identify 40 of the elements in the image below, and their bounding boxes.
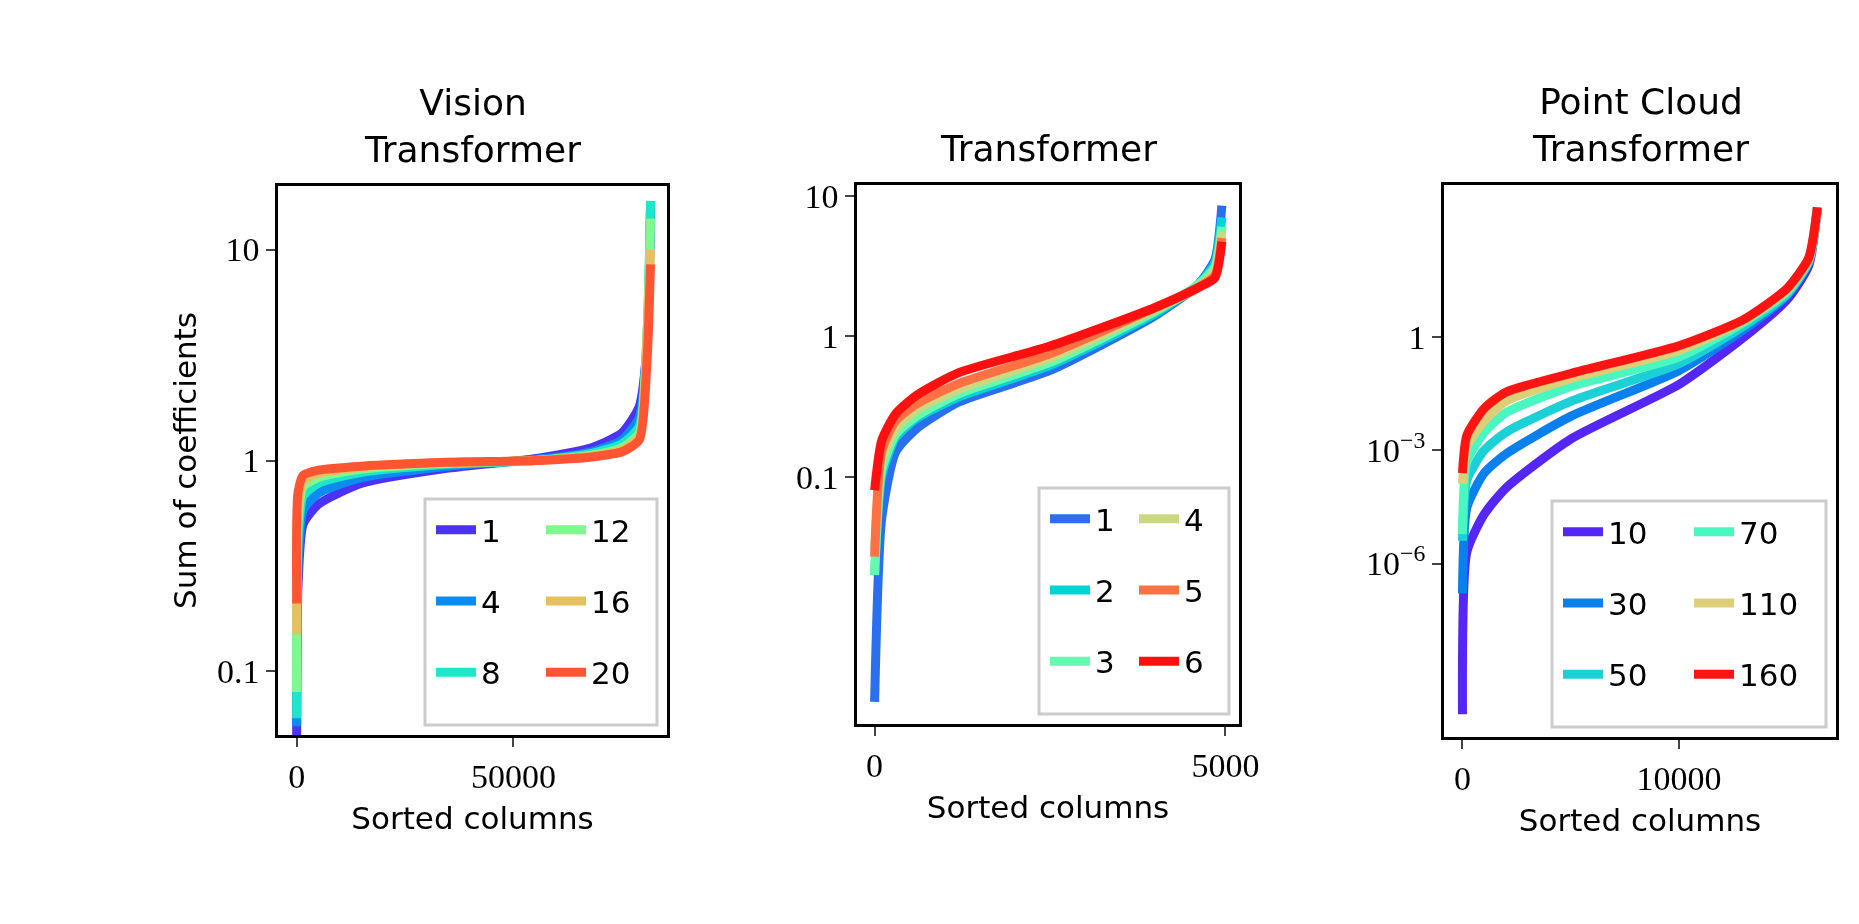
legend-label: 3 — [1095, 644, 1115, 681]
legend-label: 8 — [481, 655, 501, 692]
y-tick-label: 10$^{−6}$ — [1366, 540, 1426, 583]
x-tick-label: 0 — [1453, 759, 1471, 797]
y-tick-label: 0.1 — [216, 653, 260, 691]
legend-label: 30 — [1608, 586, 1648, 623]
legend-label: 4 — [481, 584, 501, 621]
x-axis-title: Sorted columns — [1518, 801, 1762, 838]
chart-title: Point Cloud Transformer — [1532, 81, 1750, 169]
y-tick-label: 10 — [225, 231, 260, 269]
y-tick-label: 1 — [1408, 319, 1426, 357]
legend-label: 2 — [1095, 573, 1115, 610]
x-axis-title: Sorted columns — [351, 799, 594, 836]
x-axis-title: Sorted columns — [926, 788, 1170, 825]
x-tick-label: 5000 — [1191, 746, 1260, 784]
legend-label: 1 — [1095, 501, 1115, 538]
y-tick-label: 1 — [242, 442, 260, 480]
legend-label: 5 — [1184, 573, 1204, 610]
y-tick-label: 1 — [821, 318, 839, 356]
legend-label: 1 — [481, 512, 501, 549]
legend-label: 160 — [1739, 657, 1799, 694]
legend-label: 12 — [591, 512, 631, 549]
legend-label: 20 — [591, 655, 631, 692]
x-tick-label: 0 — [288, 757, 306, 795]
y-tick-label: 0.1 — [795, 458, 839, 496]
y-tick-label: 10$^{−3}$ — [1366, 427, 1426, 470]
legend-label: 110 — [1739, 586, 1799, 623]
y-tick-label: 10 — [804, 177, 839, 215]
legend-label: 70 — [1739, 514, 1779, 551]
legend-label: 16 — [591, 584, 631, 621]
legend-label: 4 — [1184, 501, 1204, 538]
legend-label: 50 — [1608, 657, 1648, 694]
legend-label: 6 — [1184, 644, 1204, 681]
legend-label: 10 — [1608, 514, 1648, 551]
chart-title: Vision Transformer — [364, 82, 582, 170]
chart-title: Transformer — [940, 128, 1158, 169]
x-tick-label: 10000 — [1636, 759, 1722, 797]
y-axis-title: Sum of coefficients — [166, 312, 203, 609]
x-tick-label: 0 — [866, 746, 884, 784]
x-tick-label: 50000 — [470, 757, 556, 795]
